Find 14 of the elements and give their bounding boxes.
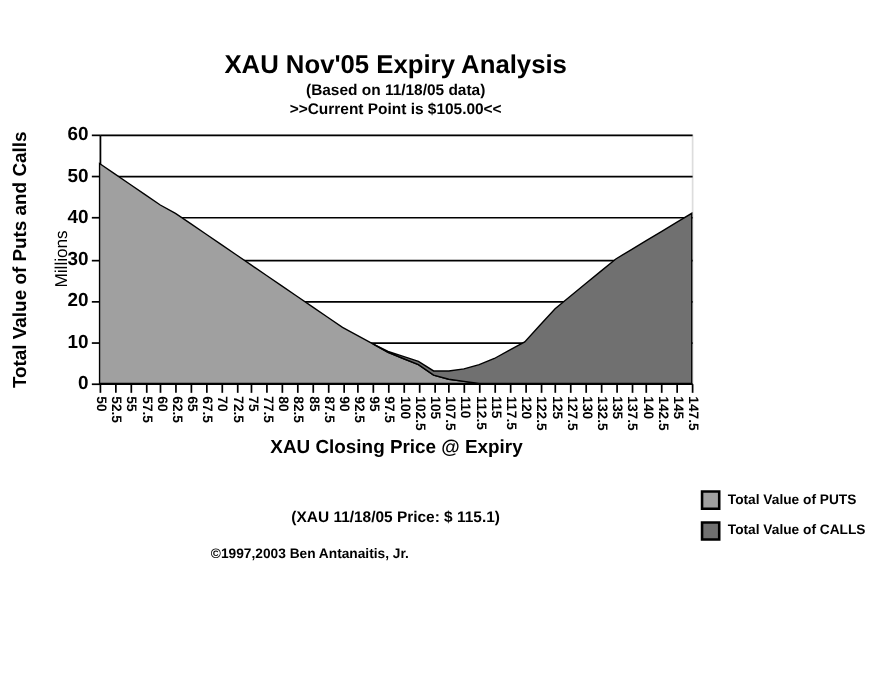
x-axis-title: XAU Closing Price @ Expiry (270, 436, 525, 459)
y-tick-label: 10 (67, 331, 89, 354)
y-tick-label: 0 (77, 373, 89, 396)
y-tick-label: 50 (67, 165, 89, 188)
y-tick-label: 60 (67, 124, 89, 147)
y-tick-label: 40 (67, 207, 89, 230)
y-tick-label: 20 (67, 290, 89, 313)
text: (Based on 11/18/05 data) (305, 81, 486, 100)
text: (XAU 11/18/05 Price: $ 115.1) (291, 508, 501, 527)
y-axis-title: Total Value of Puts and Calls (10, 131, 33, 389)
chart-title: XAU Nov'05 Expiry Analysis (224, 48, 567, 79)
text: Millions (50, 230, 71, 288)
text: >>Current Point is $105.00<< (289, 99, 502, 118)
y-tick-label: 30 (67, 248, 89, 271)
